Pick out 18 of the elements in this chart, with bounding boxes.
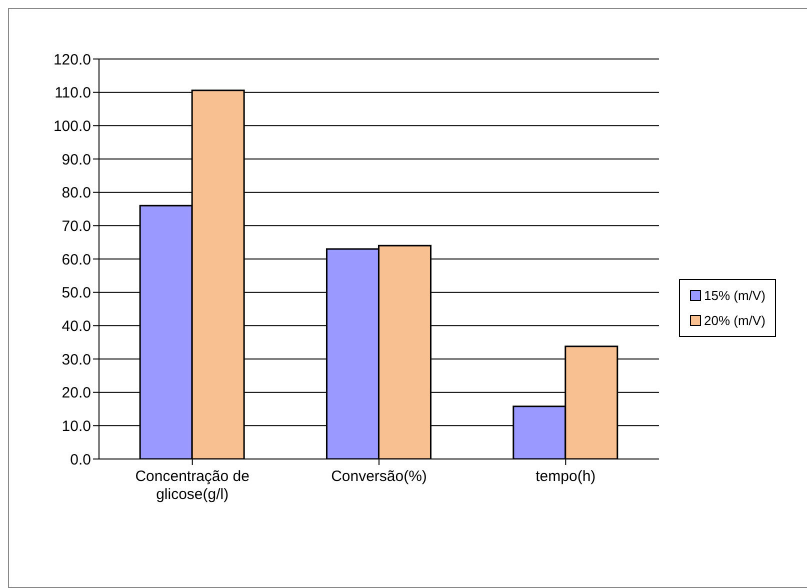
y-tick-label: 60.0	[62, 251, 91, 268]
y-tick-label: 110.0	[54, 84, 91, 102]
y-tick-label: 0.0	[70, 451, 91, 468]
y-tick-label: 30.0	[62, 351, 91, 368]
y-tick-label: 10.0	[62, 418, 91, 435]
y-tick-label: 90.0	[62, 151, 91, 168]
y-tick-label: 20.0	[62, 384, 91, 402]
y-tick-label: 40.0	[62, 318, 91, 335]
x-tick-label: Conversão(%)	[331, 468, 427, 485]
y-tick-label: 70.0	[62, 218, 91, 235]
y-tick-label: 50.0	[62, 284, 91, 302]
y-tick-label: 120.0	[53, 51, 91, 68]
x-tick-label: Concentração de glicose(g/l)	[135, 468, 250, 503]
legend-label: 20% (m/V)	[704, 313, 766, 328]
legend-label: 15% (m/V)	[704, 288, 766, 303]
x-tick-label: tempo(h)	[536, 468, 596, 485]
y-tick-label: 80.0	[62, 184, 91, 202]
y-tick-label: 100.0	[53, 118, 91, 135]
